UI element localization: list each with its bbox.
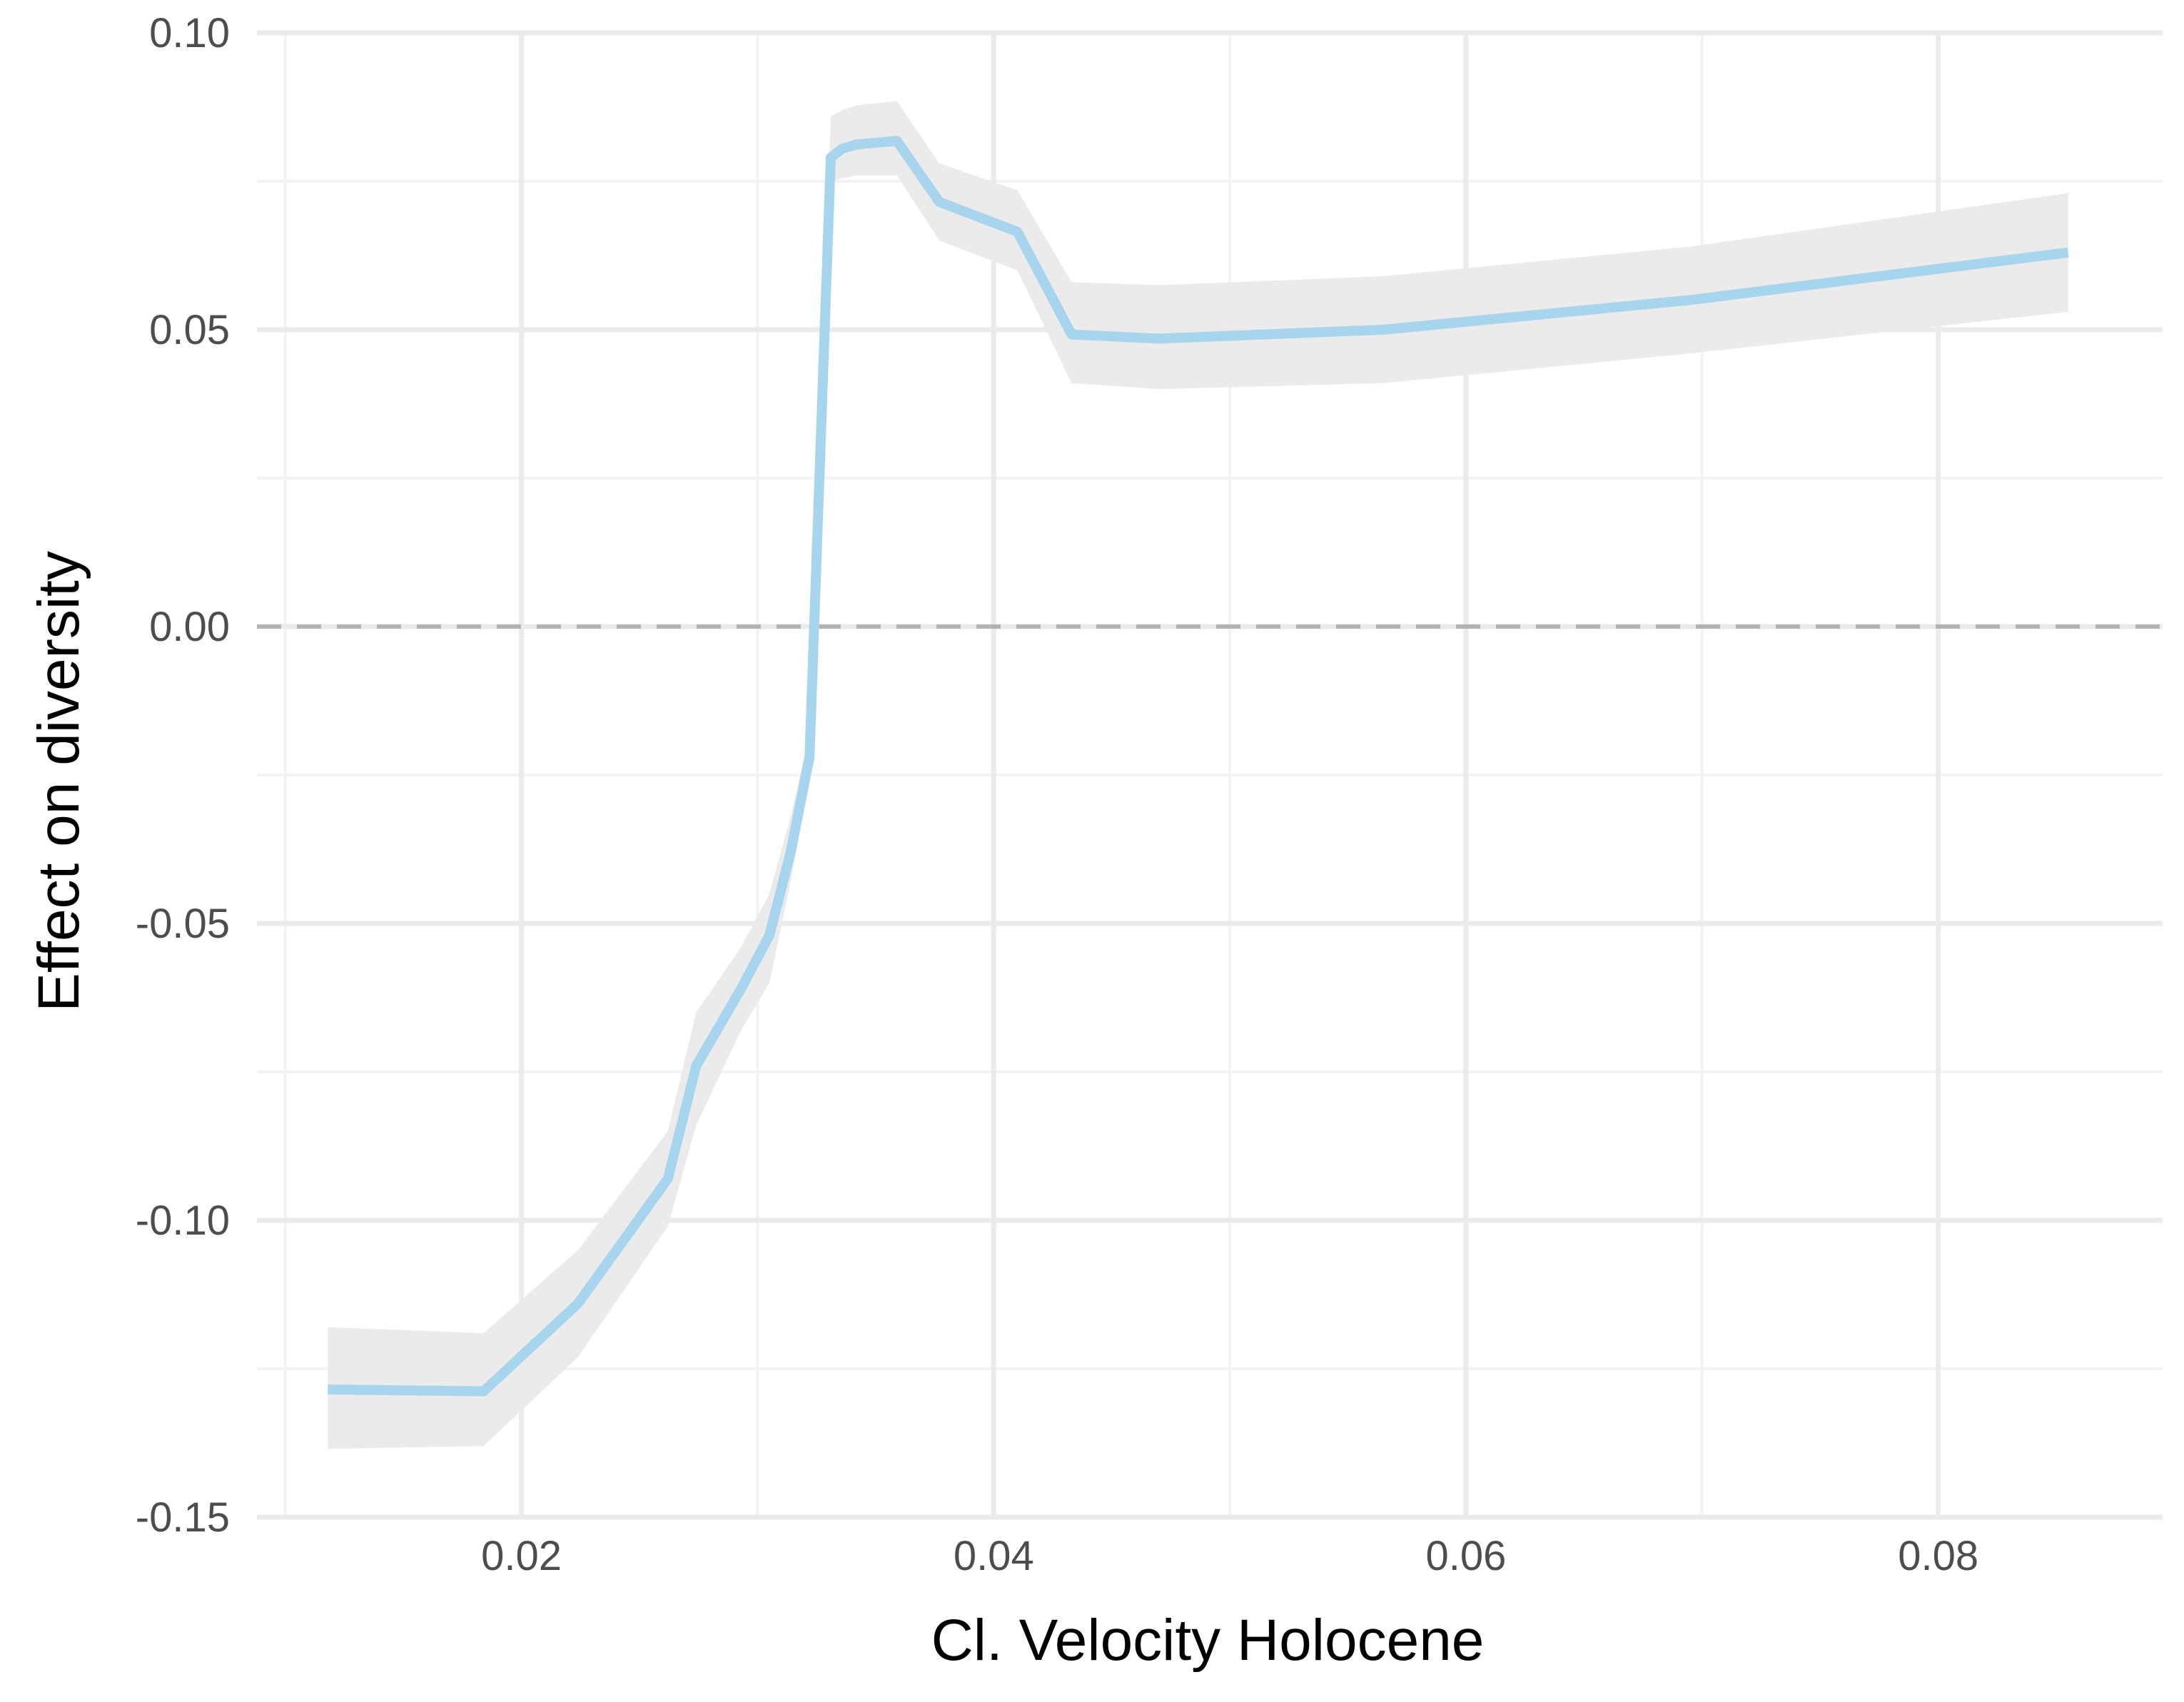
y-tick-label: -0.05 (136, 901, 230, 947)
x-tick-label: 0.06 (1426, 1533, 1507, 1579)
y-tick-label: -0.10 (136, 1197, 230, 1244)
y-tick-label: 0.10 (149, 10, 230, 56)
y-tick-label: 0.00 (149, 604, 230, 650)
confidence-band-group (328, 101, 2068, 1449)
y-axis-title: Effect on diversity (26, 551, 91, 1012)
x-axis-ticks: 0.02 0.04 0.06 0.08 (481, 1533, 1978, 1579)
effect-line (328, 136, 2069, 1397)
confidence-band (328, 101, 2068, 1449)
y-axis-ticks: -0.15 -0.10 -0.05 0.00 0.05 0.10 (136, 10, 230, 1541)
x-tick-label: 0.08 (1898, 1533, 1978, 1579)
y-tick-label: 0.05 (149, 307, 230, 353)
x-tick-label: 0.02 (481, 1533, 562, 1579)
x-tick-label: 0.04 (954, 1533, 1034, 1579)
effect-line-group (328, 136, 2069, 1397)
x-axis-title: Cl. Velocity Holocene (931, 1608, 1485, 1673)
y-tick-label: -0.15 (136, 1494, 230, 1541)
